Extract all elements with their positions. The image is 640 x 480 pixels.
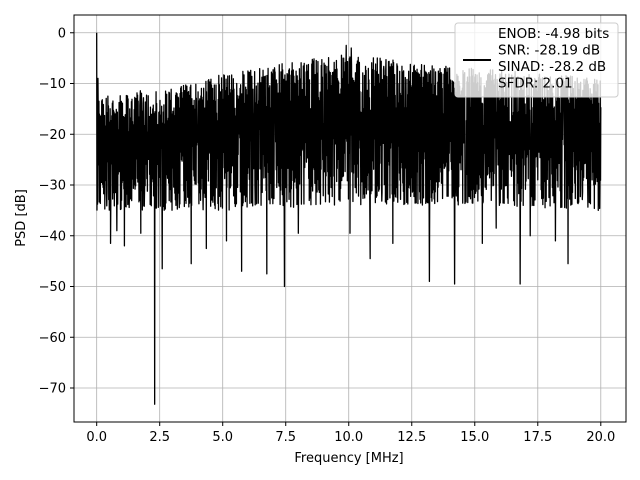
y-tick-label: −30	[39, 179, 66, 194]
y-axis-label: PSD [dB]	[14, 189, 29, 247]
plot-area	[96, 32, 602, 405]
axes-frame	[73, 14, 627, 423]
y-tick-label: −10	[39, 77, 66, 92]
x-tick-label: 17.5	[523, 430, 552, 445]
x-tick-label: 12.5	[397, 430, 426, 445]
x-tick-label: 0.0	[86, 430, 107, 445]
y-tick-label: −50	[39, 280, 66, 295]
x-tick-label: 15.0	[460, 430, 489, 445]
x-tick-label: 2.5	[149, 430, 170, 445]
axes: 0.0 2.5 5.0 7.5 10.0 12.5 15.0 17.5 20.0 0 −10 −20 −…	[39, 14, 627, 445]
x-tick-label: 20.0	[586, 430, 615, 445]
x-axis-label: Frequency [MHz]	[294, 451, 403, 466]
x-tick-label: 10.0	[334, 430, 363, 445]
legend-entry: SNR: -28.19 dB	[498, 43, 600, 59]
x-tick-label: 5.0	[212, 430, 233, 445]
y-tick-label: −60	[39, 331, 66, 346]
legend-entry: ENOB: -4.98 bits	[498, 26, 609, 42]
legend-box	[454, 22, 619, 98]
y-tick-label: −70	[39, 381, 66, 396]
y-tick-label: −20	[39, 128, 66, 143]
y-tick-label: 0	[58, 26, 66, 41]
x-tick-label: 7.5	[275, 430, 296, 445]
legend-entry: SINAD: -28.2 dB	[498, 59, 606, 75]
legend-entry: SFDR: 2.01	[498, 76, 573, 92]
y-tick-label: −40	[39, 229, 66, 244]
psd-series-line	[96, 32, 602, 405]
